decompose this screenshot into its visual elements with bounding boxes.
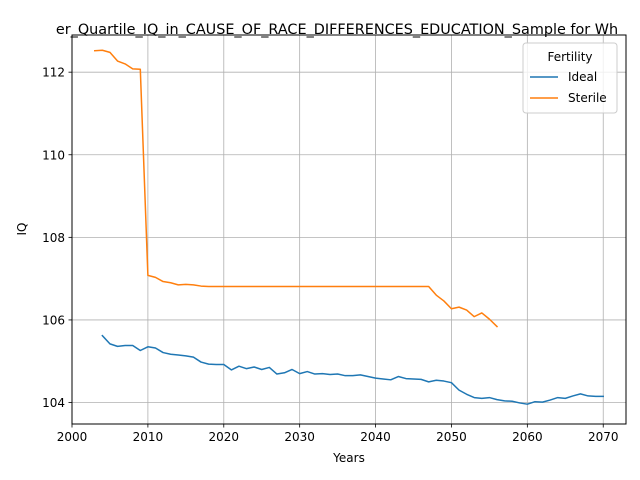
y-tick-label: 110 xyxy=(42,148,65,162)
x-axis-label: Years xyxy=(332,451,365,465)
series-lines xyxy=(93,49,604,405)
y-tick-label: 108 xyxy=(42,231,65,245)
legend: Fertility Ideal Sterile xyxy=(522,42,618,114)
x-tick-label: 2040 xyxy=(360,430,391,444)
x-tick-label: 2030 xyxy=(284,430,315,444)
x-tick-label: 2010 xyxy=(133,430,164,444)
legend-label-sterile: Sterile xyxy=(568,91,607,105)
series-line-sterile xyxy=(93,49,499,328)
axis-ticks: 2000 2010 2020 2030 2040 2050 2060 2070 104 106 10… xyxy=(42,66,618,444)
plot-frame xyxy=(71,34,627,425)
x-tick-label: 2070 xyxy=(588,430,619,444)
legend-box xyxy=(522,42,618,114)
x-tick-label: 2060 xyxy=(512,430,543,444)
chart-title: er_Quartile_IQ_in_CAUSE_OF_RACE_DIFFEREN… xyxy=(56,22,618,38)
x-tick-label: 2020 xyxy=(209,430,240,444)
y-tick-label: 104 xyxy=(42,396,65,410)
legend-label-ideal: Ideal xyxy=(568,70,597,84)
x-tick-label: 2000 xyxy=(57,430,88,444)
x-tick-label: 2050 xyxy=(436,430,467,444)
y-tick-label: 112 xyxy=(42,66,65,80)
y-tick-label: 106 xyxy=(42,313,65,327)
series-line-ideal xyxy=(101,334,604,405)
y-axis-label: IQ xyxy=(15,223,29,236)
legend-title: Fertility xyxy=(547,50,592,64)
